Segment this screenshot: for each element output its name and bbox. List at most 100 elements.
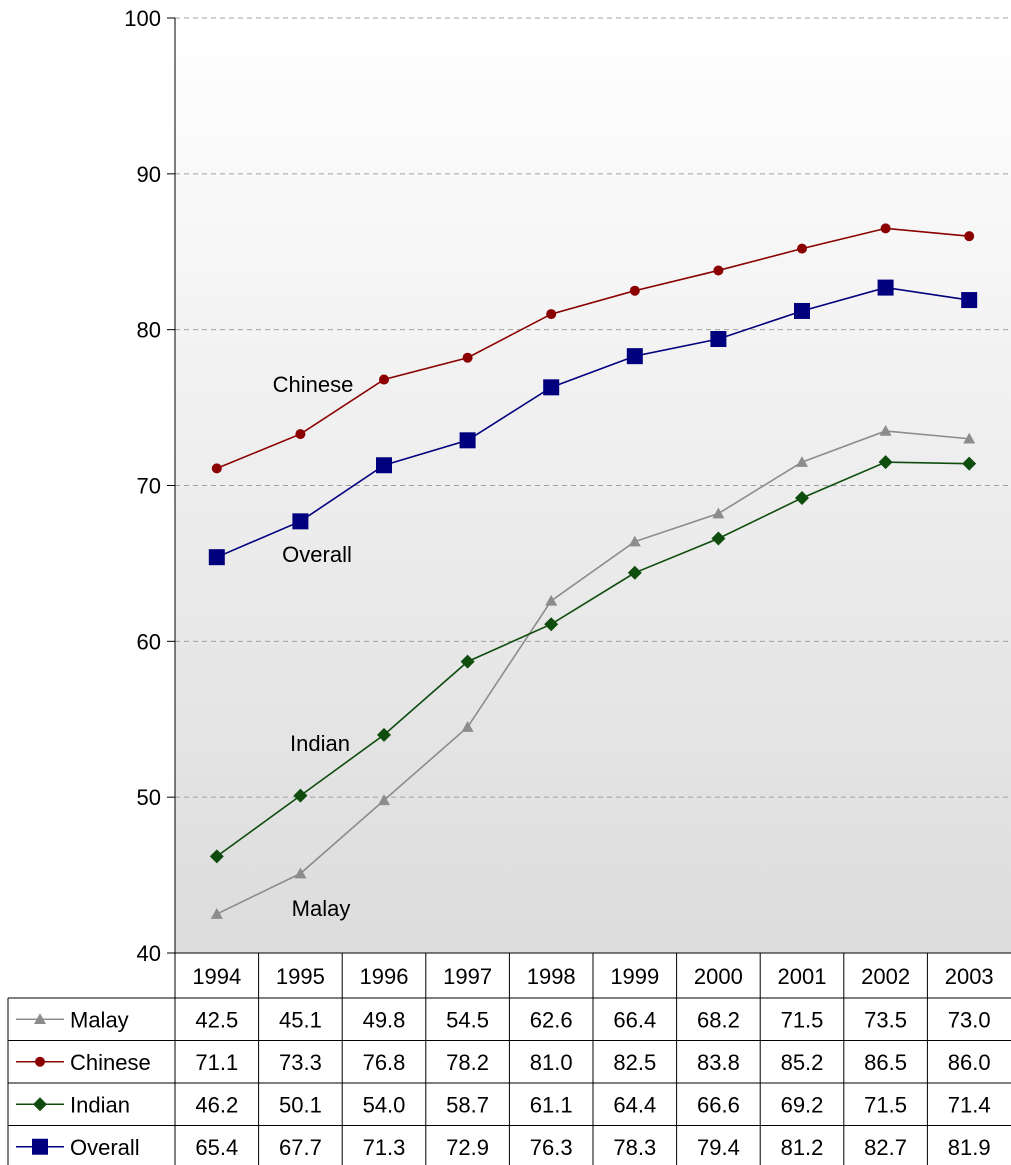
data-point-chinese [964, 231, 975, 242]
series-line-indian [216, 461, 970, 858]
legend-label-malay: Malay [70, 1007, 129, 1032]
data-point-malay [461, 721, 474, 732]
data-point-overall [292, 513, 309, 530]
data-point-malay [378, 794, 390, 806]
table-cell: 68.2 [697, 1007, 740, 1032]
data-point-chinese [379, 374, 389, 385]
data-point-chinese [797, 243, 807, 254]
table-cell: 46.2 [195, 1092, 238, 1117]
series-line-malay [216, 430, 970, 915]
y-tick-label: 70 [137, 474, 161, 499]
table-cell: 81.2 [781, 1135, 824, 1160]
table-cell: 76.3 [530, 1135, 573, 1160]
legend-label-indian: Indian [70, 1092, 130, 1117]
data-point-chinese [546, 309, 557, 320]
table-cell: 73.0 [948, 1007, 991, 1032]
table-cell: 71.1 [195, 1050, 238, 1075]
table-cell: 82.7 [864, 1135, 907, 1160]
table-cell: 85.2 [781, 1050, 824, 1075]
x-category-label: 1997 [443, 964, 492, 989]
series-chinese [211, 223, 975, 474]
data-point-indian [878, 455, 893, 470]
table-cell: 61.1 [530, 1092, 573, 1117]
table-cell: 62.6 [530, 1007, 573, 1032]
table-cell: 82.5 [613, 1050, 656, 1075]
table-cell: 73.3 [279, 1050, 322, 1075]
y-tick-label: 50 [137, 785, 161, 810]
data-point-chinese [880, 223, 891, 234]
series-labels: Chinese Overall Indian Malay [273, 372, 354, 921]
series-overall [208, 279, 978, 566]
legend-label-overall: Overall [70, 1135, 140, 1160]
series-label-chinese: Chinese [273, 372, 354, 397]
x-category-label: 2001 [778, 964, 827, 989]
table-cell: 78.3 [613, 1135, 656, 1160]
x-category-label: 1999 [610, 964, 659, 989]
data-point-malay [628, 535, 641, 547]
data-point-overall [459, 432, 476, 449]
legend-marker-overall [32, 1138, 48, 1155]
data-point-malay [545, 594, 558, 606]
y-axis: 40 50 60 70 80 90 100 [124, 6, 176, 966]
data-point-overall [877, 279, 894, 296]
x-category-label: 1996 [360, 964, 409, 989]
data-point-indian [711, 531, 726, 546]
table-cell: 54.0 [363, 1092, 406, 1117]
data-point-malay [294, 867, 307, 879]
table-cell: 73.5 [864, 1007, 907, 1032]
legend-marker-indian [33, 1097, 47, 1112]
data-point-malay [879, 424, 892, 436]
x-category-label: 1995 [276, 964, 325, 989]
y-tick-label: 100 [124, 6, 161, 31]
table-cell: 86.0 [948, 1050, 991, 1075]
x-category-label: 1998 [527, 964, 576, 989]
data-point-indian [377, 727, 391, 742]
table-cell: 50.1 [279, 1092, 322, 1117]
data-point-indian [544, 617, 559, 632]
data-point-overall [626, 348, 643, 365]
table-cell: 71.5 [864, 1092, 907, 1117]
data-point-malay [210, 908, 223, 919]
data-point-overall [208, 549, 225, 566]
data-point-overall [376, 457, 392, 474]
series-label-overall: Overall [282, 542, 352, 567]
table-cell: 66.6 [697, 1092, 740, 1117]
table-cell: 72.9 [446, 1135, 489, 1160]
data-point-overall [794, 302, 810, 319]
data-point-chinese [211, 463, 222, 474]
data-point-chinese [295, 429, 306, 440]
table-row-chinese: Chinese 71.1 73.3 76.8 78.2 81.0 82.5 83.8 85.2 8… [16, 1050, 991, 1075]
legend-marker-chinese [35, 1056, 45, 1067]
table-row-overall: Overall 65.4 67.7 71.3 72.9 76.3 78.3 79.4 81.2 8… [16, 1135, 991, 1160]
data-point-malay [796, 456, 808, 467]
table-cell: 69.2 [781, 1092, 824, 1117]
data-point-chinese [629, 285, 640, 296]
data-point-overall [961, 292, 978, 309]
table-cell: 83.8 [697, 1050, 740, 1075]
table-cell: 71.3 [363, 1135, 406, 1160]
data-point-indian [460, 654, 475, 669]
y-tick-label: 80 [137, 318, 161, 343]
table-cell: 66.4 [613, 1007, 656, 1032]
table-cell: 78.2 [446, 1050, 489, 1075]
table-cell: 64.4 [613, 1092, 656, 1117]
data-point-malay [963, 432, 976, 444]
series-layer [208, 223, 978, 919]
table-cell: 65.4 [195, 1135, 238, 1160]
gridlines [175, 17, 1011, 798]
table-cell: 76.8 [363, 1050, 406, 1075]
x-category-label: 1994 [192, 964, 241, 989]
series-malay [210, 424, 976, 919]
data-point-indian [209, 849, 224, 864]
series-label-malay: Malay [292, 896, 351, 921]
y-tick-label: 90 [137, 162, 161, 187]
table-row-malay: Malay 42.5 45.1 49.8 54.5 62.6 66.4 68.2 71.5 73.… [16, 1007, 991, 1032]
data-point-chinese [713, 265, 724, 276]
x-category-label: 2002 [861, 964, 910, 989]
table-cell: 58.7 [446, 1092, 489, 1117]
data-point-indian [795, 490, 809, 505]
table-cell: 42.5 [195, 1007, 238, 1032]
legend-marker-malay [34, 1013, 46, 1025]
table-cell: 49.8 [363, 1007, 406, 1032]
x-category-label: 2000 [694, 964, 743, 989]
